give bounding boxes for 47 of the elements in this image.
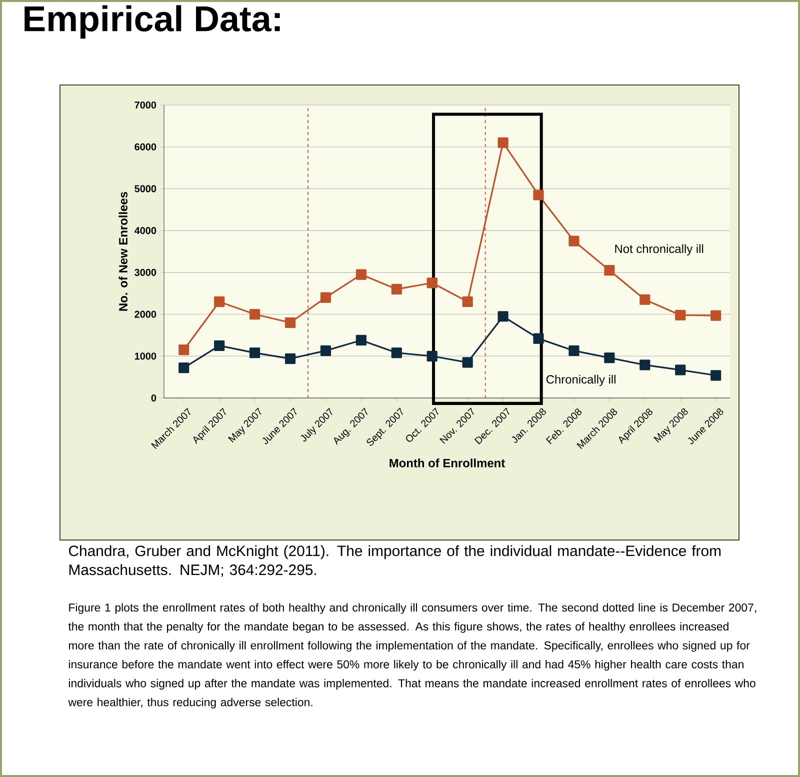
point (214, 340, 225, 351)
point (426, 350, 438, 362)
point (498, 311, 508, 322)
y-tick-label: 3000 (134, 268, 156, 276)
point (710, 310, 722, 321)
point (320, 292, 332, 303)
point (640, 294, 650, 305)
text: Chandra, Gruber and McKnight (2011). The importance of the individual mandate--Evidence from Massachusetts. NEJM; 364:292-295. (68, 545, 721, 577)
point (249, 347, 260, 358)
point (533, 190, 544, 200)
y-tick-label: 6000 (134, 143, 156, 150)
point (426, 278, 438, 288)
point (498, 137, 508, 148)
point (284, 317, 296, 328)
point (675, 310, 686, 320)
y-tick-label: 7000 (134, 101, 156, 109)
series-label: Not chronically ill (615, 244, 704, 256)
y-tick-label: 1000 (134, 352, 156, 360)
point (675, 364, 686, 376)
point (604, 352, 615, 364)
point (249, 308, 260, 320)
y-tick-label: 0 (151, 394, 156, 402)
x-axis-title: Month of Enrollment (390, 458, 505, 468)
caption: Figure 1 plots the enrollment rates of both healthy and chronically ill consumers over time. The second dotted line is December 2007, the month that the penalty for the mandate began to be assessed. As this figure shows, the rates of healthy enrollees increased more than the rate of chronically ill enrollment following the implementation of the mandate. Specifically, enrollees who signed up for insurance before the mandate went into effect were 50% more likely to be chronically ill and had 45% higher health care costs than individuals who signed up after the mandate was implemented. That means the mandate increased enrollment rates of enrollees who were healthier, thus reducing adverse selection. (68, 603, 756, 709)
y-tick-label: 2000 (134, 310, 156, 318)
point (462, 357, 473, 368)
y-tick-label: 5000 (134, 185, 156, 192)
point (568, 236, 580, 246)
point (284, 353, 296, 364)
series-label: Chronically ill (546, 374, 616, 386)
point (568, 345, 580, 356)
chart-title: Empirical Data: (24, 5, 280, 39)
point (640, 360, 650, 370)
y-axis-title: No. of New Enrollees (118, 192, 128, 311)
point (462, 296, 473, 308)
point (320, 345, 332, 356)
point (604, 265, 615, 276)
point (356, 269, 366, 280)
point (533, 333, 544, 344)
y-tick-label: 4000 (134, 227, 156, 234)
point (178, 362, 190, 374)
point (356, 334, 366, 346)
point (710, 370, 722, 381)
point (391, 347, 402, 358)
point (391, 284, 402, 294)
point (178, 344, 190, 356)
point (214, 296, 225, 308)
